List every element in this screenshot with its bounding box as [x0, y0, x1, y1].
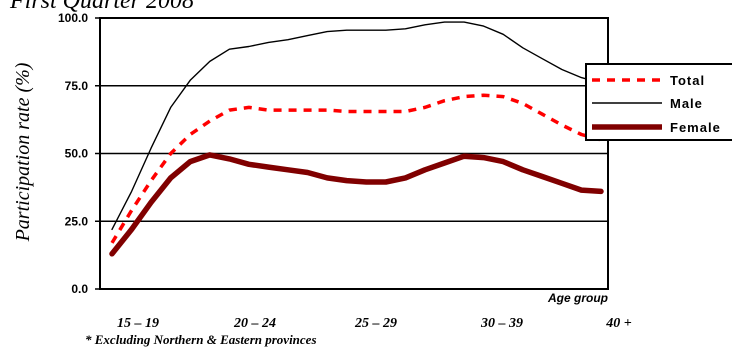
y-axis-label: Participation rate (%) [12, 62, 34, 242]
y-tick-label: 50.0 [65, 147, 89, 161]
y-tick-label: 0.0 [71, 282, 88, 296]
y-tick-label: 100.0 [58, 11, 88, 25]
series-line-total [110, 93, 602, 244]
series-line-male [111, 21, 602, 231]
series-line-female [109, 152, 604, 257]
x-tick-label: 30 – 39 [480, 316, 523, 331]
x-tick-label: 40 + [605, 316, 632, 331]
y-tick-label: 25.0 [65, 214, 89, 228]
y-tick-labels: 0.0 25.0 50.0 75.0 100.0 [58, 11, 100, 296]
grid-lines [100, 85, 608, 222]
x-tick-label: 25 – 29 [354, 316, 397, 331]
legend-label-total: Total [670, 73, 705, 88]
x-tick-label: 15 – 19 [117, 316, 159, 331]
footnote: * Excluding Northern & Eastern provinces [85, 332, 317, 347]
x-tick-label: 20 – 24 [233, 316, 276, 331]
legend-label-female: Female [670, 120, 721, 135]
y-tick-label: 75.0 [65, 79, 89, 93]
x-axis-label: Age group [547, 291, 608, 305]
series-lines [109, 21, 604, 257]
chart-title: First Quarter 2008 [9, 0, 194, 14]
x-tick-labels: 15 – 19 20 – 24 25 – 29 30 – 39 40 + [117, 316, 632, 331]
legend-label-male: Male [670, 96, 703, 111]
legend: Total Male Female [585, 63, 732, 141]
